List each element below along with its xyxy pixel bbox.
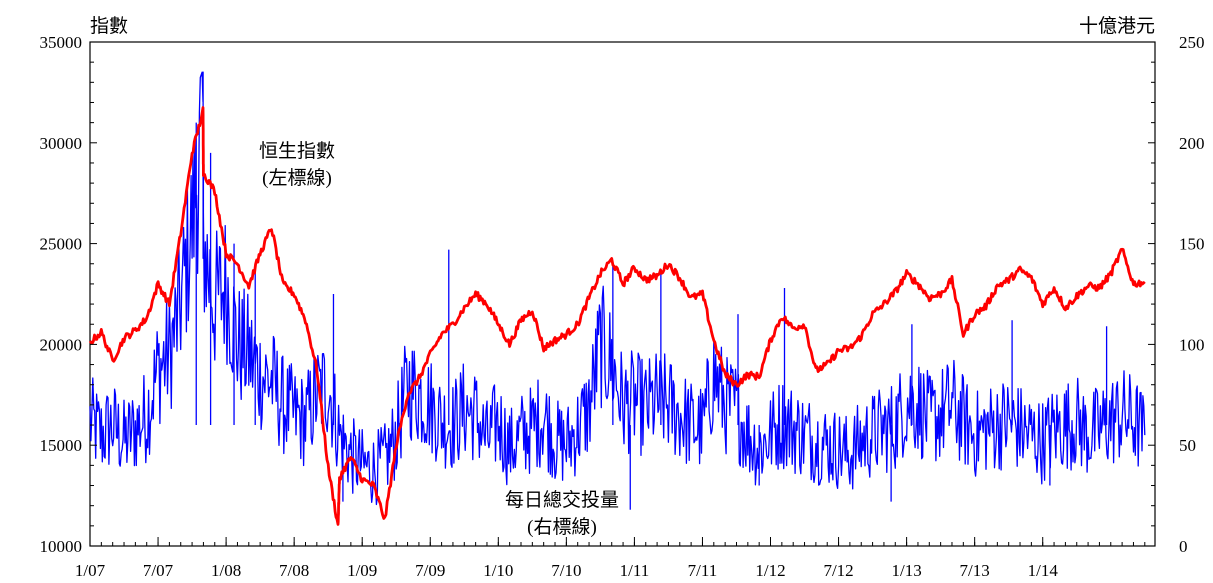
left-tick-label: 25000 <box>40 235 83 254</box>
right-y-axis: 0 50 100 150 200 250 <box>1148 33 1205 556</box>
hsi-annotation-line2: (左標線) <box>262 167 332 189</box>
x-tick-label: 1/13 <box>891 561 921 580</box>
x-tick-label: 7/12 <box>823 561 853 580</box>
x-tick-label: 7/08 <box>279 561 309 580</box>
x-axis: 1/07 7/07 1/08 7/08 1/09 7/09 1/10 7/10 1/11 7/11… <box>75 537 1146 580</box>
x-tick-label: 1/08 <box>211 561 241 580</box>
right-axis-title: 十億港元 <box>1079 15 1155 37</box>
x-tick-label: 7/11 <box>688 561 718 580</box>
left-y-axis: 10000 15000 20000 25000 30000 35000 <box>40 33 97 556</box>
series-layer <box>88 71 1146 526</box>
right-tick-label: 250 <box>1179 33 1205 52</box>
left-tick-label: 10000 <box>40 537 83 556</box>
x-tick-label: 1/14 <box>1028 561 1059 580</box>
volume-annotation-line1: 每日總交投量 <box>505 489 619 511</box>
x-tick-label: 7/10 <box>551 561 581 580</box>
left-tick-label: 30000 <box>40 134 83 153</box>
x-tick-label: 1/10 <box>483 561 513 580</box>
plot-border <box>89 41 1156 547</box>
x-tick-label: 7/13 <box>960 561 990 580</box>
right-tick-label: 50 <box>1179 436 1196 455</box>
left-tick-label: 35000 <box>40 33 83 52</box>
plot-frame <box>89 41 1156 547</box>
hsi-annotation-line1: 恒生指數 <box>259 140 335 162</box>
x-tick-label: 1/12 <box>755 561 785 580</box>
right-tick-label: 150 <box>1179 235 1205 254</box>
x-tick-label: 1/07 <box>75 561 106 580</box>
hsi-series-line <box>88 106 1146 526</box>
left-axis-title: 指數 <box>90 15 128 37</box>
left-tick-label: 15000 <box>40 436 83 455</box>
right-tick-label: 200 <box>1179 134 1205 153</box>
x-tick-label: 7/07 <box>143 561 174 580</box>
volume-series-line <box>89 71 1146 506</box>
right-tick-label: 0 <box>1179 537 1188 556</box>
right-tick-label: 100 <box>1179 335 1205 354</box>
x-tick-label: 7/09 <box>415 561 445 580</box>
x-tick-label: 1/11 <box>620 561 650 580</box>
left-tick-label: 20000 <box>40 335 83 354</box>
x-tick-label: 1/09 <box>347 561 377 580</box>
volume-annotation-line2: (右標線) <box>527 516 597 538</box>
